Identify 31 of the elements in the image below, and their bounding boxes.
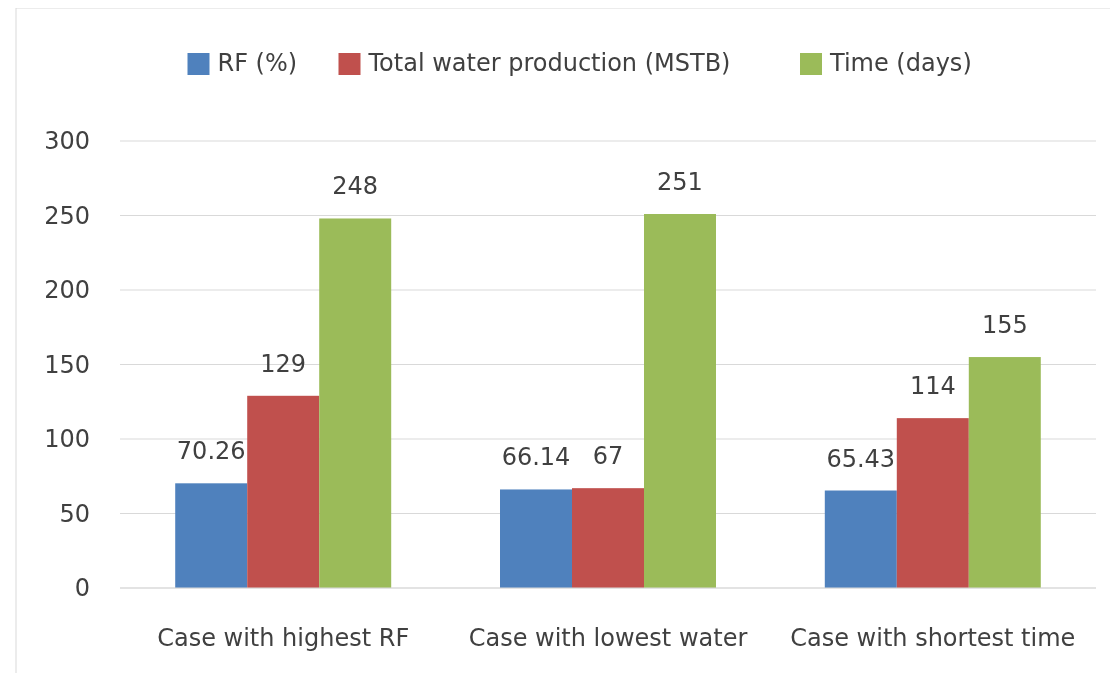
x-tick-label: Case with lowest water bbox=[468, 624, 748, 652]
bar bbox=[824, 490, 897, 588]
bar bbox=[572, 488, 644, 588]
bar bbox=[968, 357, 1041, 588]
bar bbox=[644, 214, 716, 588]
data-label: 248 bbox=[332, 172, 379, 201]
y-tick-label: 300 bbox=[44, 127, 90, 156]
data-label: 65.43 bbox=[826, 444, 896, 473]
y-tick-label: 50 bbox=[59, 499, 90, 528]
bar bbox=[247, 395, 320, 588]
bar bbox=[319, 218, 392, 588]
data-label: 129 bbox=[260, 349, 307, 378]
data-label: 67 bbox=[592, 442, 624, 471]
bar bbox=[175, 483, 248, 588]
data-label: 155 bbox=[981, 311, 1028, 340]
legend-label: Time (days) bbox=[829, 49, 972, 78]
legend-label: RF (%) bbox=[217, 49, 298, 78]
data-label: 70.26 bbox=[176, 437, 246, 466]
x-tick-label: Case with shortest time bbox=[790, 624, 1076, 652]
y-tick-label: 100 bbox=[44, 425, 90, 454]
data-label: 66.14 bbox=[501, 443, 571, 472]
data-label: 114 bbox=[909, 372, 956, 401]
legend-label: Total water production (MSTB) bbox=[367, 49, 731, 78]
y-tick-label: 0 bbox=[74, 574, 90, 603]
bar bbox=[500, 489, 572, 588]
y-tick-label: 150 bbox=[44, 350, 90, 379]
y-tick-label: 250 bbox=[44, 201, 90, 230]
y-tick-label: 200 bbox=[44, 276, 90, 305]
data-label: 251 bbox=[657, 168, 703, 197]
bar bbox=[896, 418, 969, 588]
x-tick-label: Case with highest RF bbox=[157, 624, 410, 652]
